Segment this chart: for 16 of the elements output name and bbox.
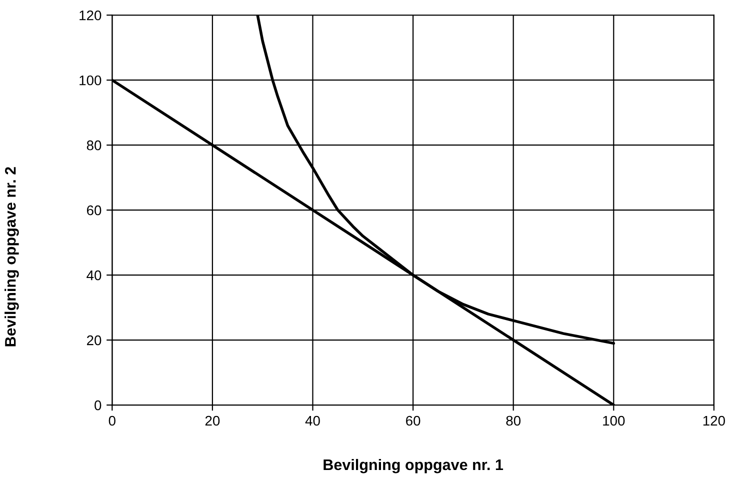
y-tick-label: 80 xyxy=(86,140,102,150)
y-tick-label: 20 xyxy=(86,335,102,346)
y-tick-label: 40 xyxy=(86,270,102,280)
x-tick-label: 60 xyxy=(406,416,420,426)
y-tick-label: 60 xyxy=(86,205,102,216)
x-axis-title: Bevilgning oppgave nr. 1 xyxy=(324,458,504,474)
y-tick-label: 0 xyxy=(94,400,102,410)
x-tick-label: 40 xyxy=(305,416,320,426)
y-tick-label: 100 xyxy=(80,75,102,86)
x-tick-label: 0 xyxy=(108,416,116,426)
y-tick-label: 120 xyxy=(80,10,102,20)
x-tick-label: 100 xyxy=(603,416,625,426)
x-tick-label: 120 xyxy=(703,416,725,426)
y-axis-title: Bevilgning oppgave nr. 2 xyxy=(4,167,19,346)
x-tick-label: 80 xyxy=(506,416,521,426)
x-tick-label: 20 xyxy=(205,416,220,426)
